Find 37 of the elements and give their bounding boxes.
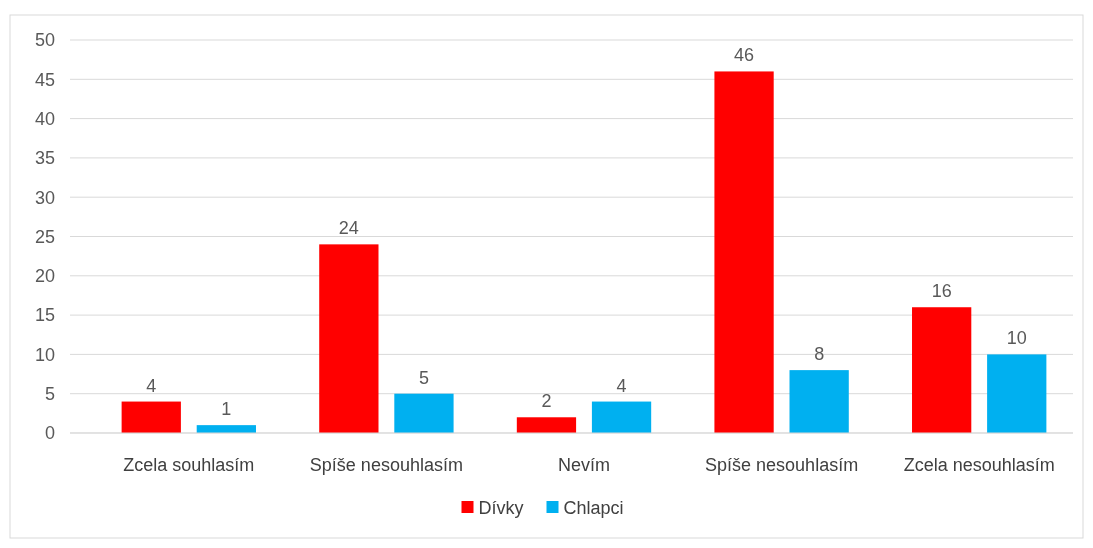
legend-label: Chlapci (563, 498, 624, 519)
y-tick-label: 50 (34, 30, 55, 51)
bar (591, 401, 652, 433)
bar (789, 370, 849, 433)
y-tick-label: 15 (34, 305, 55, 326)
bar (516, 417, 577, 433)
bar (394, 393, 454, 433)
bar (714, 71, 774, 433)
data-label: 24 (338, 218, 359, 239)
y-tick-label: 35 (34, 148, 55, 169)
legend-label: Dívky (478, 498, 524, 519)
data-label: 16 (931, 281, 952, 302)
data-label: 4 (146, 375, 157, 396)
x-tick-label: Spíše nesouhlasím (309, 455, 463, 475)
bar (987, 354, 1047, 433)
y-tick-label: 25 (34, 226, 55, 247)
data-label: 5 (418, 367, 429, 388)
y-tick-label: 40 (34, 108, 55, 129)
data-label: 46 (734, 45, 755, 66)
x-tick-label: Zcela souhlasím (123, 455, 255, 475)
y-tick-label: 0 (44, 423, 55, 444)
x-tick-label: Spíše nesouhlasím (705, 455, 859, 475)
data-label: 8 (814, 344, 825, 365)
y-tick-label: 30 (34, 187, 55, 208)
y-tick-label: 10 (34, 344, 55, 365)
data-label: 2 (541, 391, 552, 412)
x-tick-label: Zcela nesouhlasím (903, 455, 1055, 475)
bar (319, 244, 379, 433)
data-label: 1 (221, 399, 232, 420)
data-label: 4 (616, 375, 627, 396)
x-tick-label: Nevím (557, 455, 611, 475)
data-label: 10 (1006, 328, 1027, 349)
bar (912, 307, 972, 433)
y-tick-label: 45 (34, 69, 55, 90)
bar (121, 401, 181, 433)
y-tick-label: 5 (44, 384, 55, 404)
y-tick-label: 20 (34, 266, 55, 287)
